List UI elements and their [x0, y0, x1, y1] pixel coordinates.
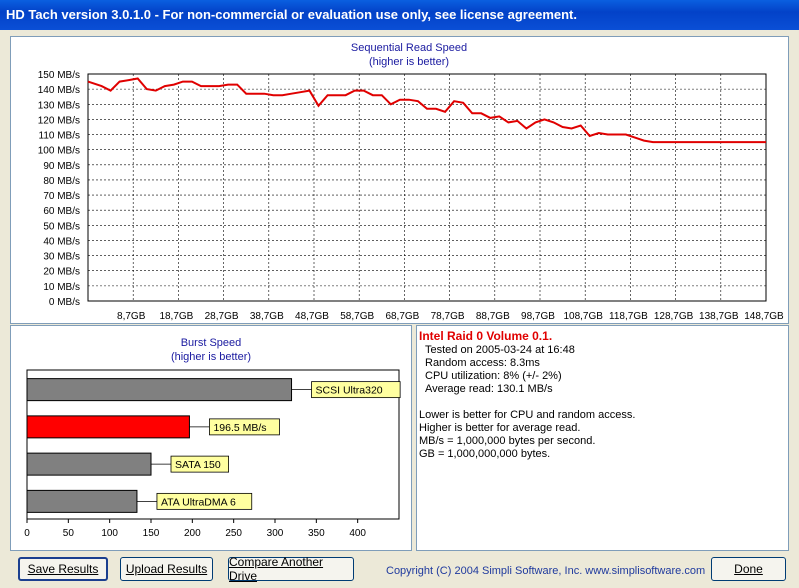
sequential-read-panel: Sequential Read Speed (higher is better)…: [10, 36, 789, 324]
seq-xtick-label: 18,7GB: [159, 311, 193, 322]
burst-bar: [26, 452, 152, 476]
seq-ytick-label: 80 MB/s: [43, 176, 80, 187]
random-access: Random access: 8.3ms: [425, 357, 540, 369]
seq-ytick-label: 70 MB/s: [43, 191, 80, 202]
burst-chart-title: Burst Speed: [181, 337, 242, 349]
burst-xtick-label: 100: [101, 528, 118, 539]
read-speed-line: [87, 77, 766, 144]
save-results-button[interactable]: Save Results: [18, 557, 108, 581]
burst-xtick-label: 200: [184, 528, 201, 539]
seq-xtick-label: 138,7GB: [699, 311, 739, 322]
seq-xtick-label: 118,7GB: [609, 311, 648, 322]
seq-ytick-label: 90 MB/s: [43, 161, 80, 172]
sequential-read-chart: Sequential Read Speed (higher is better)…: [38, 42, 784, 322]
title-bar: HD Tach version 3.0.1.0 - For non-commer…: [0, 0, 799, 30]
seq-xtick-label: 88,7GB: [476, 311, 510, 322]
burst-bar: [26, 378, 293, 402]
main-window: Sequential Read Speed (higher is better)…: [4, 30, 795, 584]
upload-results-label: Upload Results: [125, 562, 208, 576]
window-title: HD Tach version 3.0.1.0 - For non-commer…: [6, 7, 577, 22]
seq-ytick-label: 10 MB/s: [43, 282, 80, 293]
seq-ytick-label: 30 MB/s: [43, 252, 80, 263]
drive-name: Intel Raid 0 Volume 0.1.: [419, 329, 553, 343]
burst-xtick-label: 0: [24, 528, 30, 539]
results-info-panel: Intel Raid 0 Volume 0.1. Tested on 2005-…: [416, 325, 789, 551]
burst-bar-label: SATA 150: [175, 459, 221, 471]
tested-on: Tested on 2005-03-24 at 16:48: [425, 344, 575, 356]
seq-ytick-label: 130 MB/s: [38, 100, 80, 111]
seq-xtick-label: 98,7GB: [521, 311, 555, 322]
burst-bar-label: ATA UltraDMA 6: [161, 496, 236, 508]
note-mbs-def: MB/s = 1,000,000 bytes per second.: [419, 435, 596, 447]
seq-xtick-label: 28,7GB: [205, 311, 239, 322]
seq-xtick-label: 78,7GB: [431, 311, 465, 322]
burst-xtick-label: 250: [225, 528, 242, 539]
note-gb-def: GB = 1,000,000,000 bytes.: [419, 448, 551, 460]
seq-plot-frame: [87, 73, 767, 302]
burst-bar-label: 196.5 MB/s: [213, 422, 266, 434]
note-higher-better: Higher is better for average read.: [419, 422, 581, 434]
burst-xtick-label: 300: [267, 528, 284, 539]
seq-ytick-label: 150 MB/s: [38, 70, 80, 81]
compare-drive-label: Compare Another Drive: [229, 555, 324, 583]
seq-ytick-label: 20 MB/s: [43, 267, 80, 278]
done-button[interactable]: Done: [711, 557, 786, 581]
note-lower-better: Lower is better for CPU and random acces…: [419, 409, 636, 421]
seq-xtick-label: 148,7GB: [744, 311, 784, 322]
cpu-utilization: CPU utilization: 8% (+/- 2%): [425, 370, 562, 382]
burst-xtick-label: 50: [63, 528, 75, 539]
burst-bar: [26, 415, 190, 439]
burst-chart-subtitle: (higher is better): [171, 351, 251, 363]
seq-xtick-label: 38,7GB: [250, 311, 284, 322]
burst-bar: [26, 489, 138, 513]
upload-results-button[interactable]: Upload Results: [120, 557, 213, 581]
burst-xtick-label: 350: [308, 528, 325, 539]
seq-ytick-label: 100 MB/s: [38, 146, 80, 157]
done-label: Done: [734, 562, 763, 576]
seq-ytick-label: 140 MB/s: [38, 85, 80, 96]
seq-ytick-label: 50 MB/s: [43, 221, 80, 232]
compare-drive-button[interactable]: Compare Another Drive: [228, 555, 354, 583]
burst-xtick-label: 400: [349, 528, 366, 539]
seq-ytick-label: 120 MB/s: [38, 115, 80, 126]
burst-speed-chart: Burst Speed (higher is better) SCSI Ultr…: [24, 337, 401, 539]
seq-xtick-label: 48,7GB: [295, 311, 329, 322]
seq-chart-title: Sequential Read Speed: [351, 42, 467, 54]
burst-bar-label: SCSI Ultra320: [316, 385, 383, 397]
save-results-label: Save Results: [27, 562, 99, 576]
burst-xtick-label: 150: [143, 528, 160, 539]
seq-xtick-label: 108,7GB: [563, 311, 603, 322]
seq-xtick-label: 128,7GB: [654, 311, 694, 322]
seq-xtick-label: 68,7GB: [385, 311, 419, 322]
seq-ytick-label: 60 MB/s: [43, 206, 80, 217]
burst-speed-panel: Burst Speed (higher is better) SCSI Ultr…: [10, 325, 412, 551]
seq-chart-subtitle: (higher is better): [369, 56, 449, 68]
seq-xtick-label: 58,7GB: [340, 311, 374, 322]
seq-ytick-label: 110 MB/s: [39, 131, 81, 142]
copyright-text: Copyright (C) 2004 Simpli Software, Inc.…: [386, 565, 706, 577]
seq-ytick-label: 40 MB/s: [43, 236, 80, 247]
average-read: Average read: 130.1 MB/s: [425, 383, 553, 395]
seq-xtick-label: 8,7GB: [117, 311, 146, 322]
seq-ytick-label: 0 MB/s: [49, 297, 80, 308]
